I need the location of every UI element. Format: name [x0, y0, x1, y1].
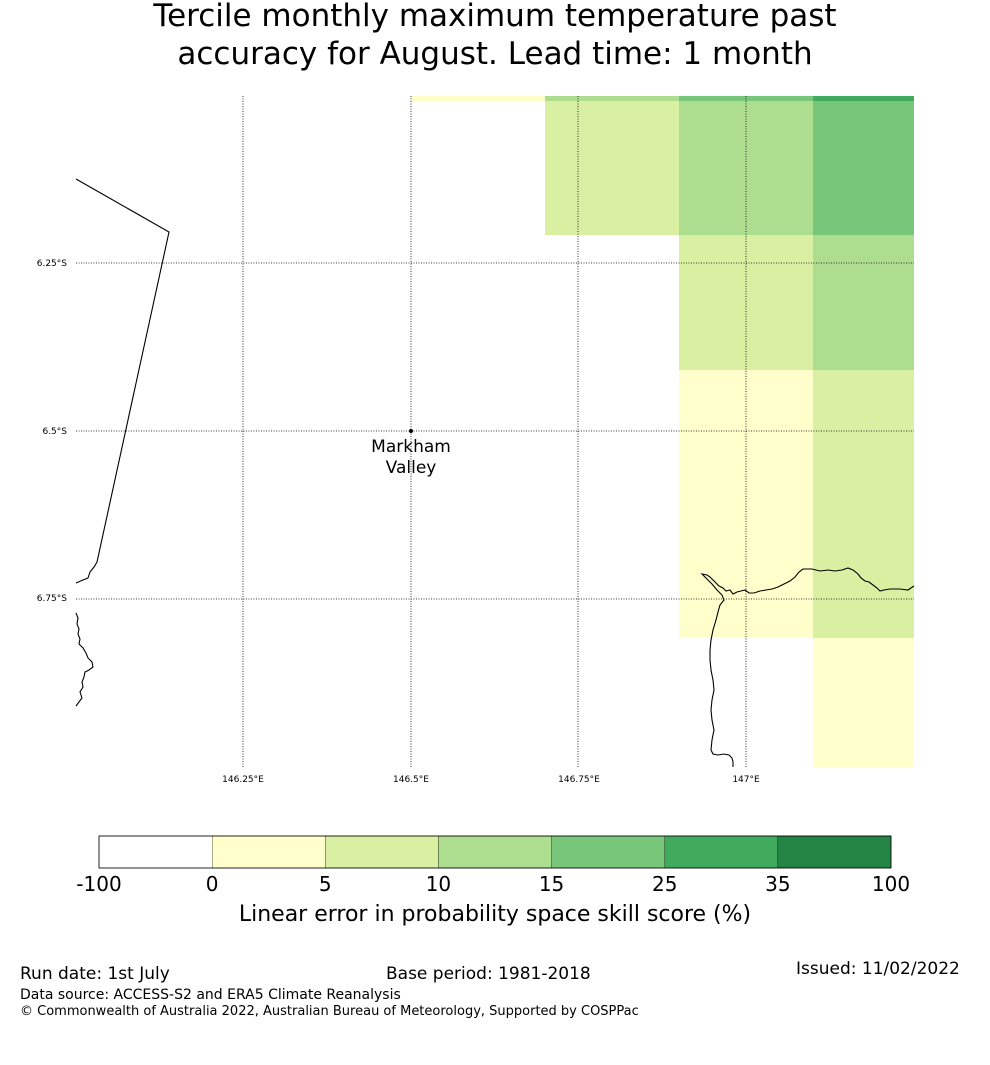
issued-date: Issued: 11/02/2022 — [796, 959, 960, 979]
grid-cell — [813, 96, 914, 101]
lat-label: 6.25°S — [37, 259, 68, 269]
coastline-southwest — [75, 612, 94, 707]
lon-label: 146.5°E — [393, 775, 429, 785]
colorbar-tick-label: 35 — [765, 872, 791, 896]
lon-label: 146.75°E — [558, 775, 600, 785]
grid-cell — [813, 638, 914, 767]
lat-label: 6.75°S — [37, 594, 68, 604]
lat-label: 6.5°S — [42, 427, 67, 437]
base-period: Base period: 1981-2018 — [386, 964, 591, 984]
colorbar-tick-label: 5 — [318, 872, 332, 896]
colorbar — [98, 835, 892, 869]
place-marker — [409, 429, 413, 433]
grid-cell — [545, 96, 679, 235]
grid-cell — [813, 370, 914, 638]
colorbar-segment — [325, 835, 439, 869]
colorbar-segment — [438, 835, 552, 869]
colorbar-tick-label: 10 — [425, 872, 452, 896]
copyright: © Commonwealth of Australia 2022, Austra… — [20, 1004, 639, 1019]
skill-grid — [411, 96, 914, 767]
skill-map: Markham Valley 6.25°S 6.5°S 6.75°S 146.2… — [37, 96, 915, 785]
colorbar-tick-label: 15 — [538, 872, 565, 896]
title-line-2: accuracy for August. Lead time: 1 month — [177, 36, 813, 72]
lon-label: 146.25°E — [222, 775, 264, 785]
colorbar-frame — [98, 835, 892, 869]
grid-cell — [813, 96, 914, 235]
colorbar-segment — [777, 835, 892, 869]
colorbar-tick-label: -100 — [76, 872, 122, 896]
grid-cell — [411, 96, 545, 102]
data-source: Data source: ACCESS-S2 and ERA5 Climate … — [20, 987, 401, 1003]
colorbar-tick-label: 25 — [651, 872, 678, 896]
place-name-line-2: Valley — [386, 458, 437, 478]
place-name-line-1: Markham — [371, 437, 451, 457]
run-date: Run date: 1st July — [20, 964, 170, 984]
coastline-west — [75, 178, 170, 584]
lon-label: 147°E — [732, 775, 760, 785]
colorbar-tick-label: 0 — [205, 872, 219, 896]
grid-cell — [545, 96, 679, 101]
colorbar-tick-label: 100 — [871, 872, 911, 896]
colorbar-segment — [664, 835, 779, 869]
colorbar-segment — [551, 835, 665, 869]
coastline-huon-gulf — [700, 567, 915, 767]
map-title: Tercile monthly maximum temperature past… — [0, 0, 990, 73]
coastlines — [75, 178, 915, 767]
colorbar-label: Linear error in probability space skill … — [238, 902, 752, 927]
grid-cell — [679, 235, 813, 370]
colorbar-segment — [98, 835, 213, 869]
grid-cell — [813, 235, 914, 370]
title-line-1: Tercile monthly maximum temperature past — [153, 0, 837, 34]
colorbar-segment — [211, 835, 326, 869]
